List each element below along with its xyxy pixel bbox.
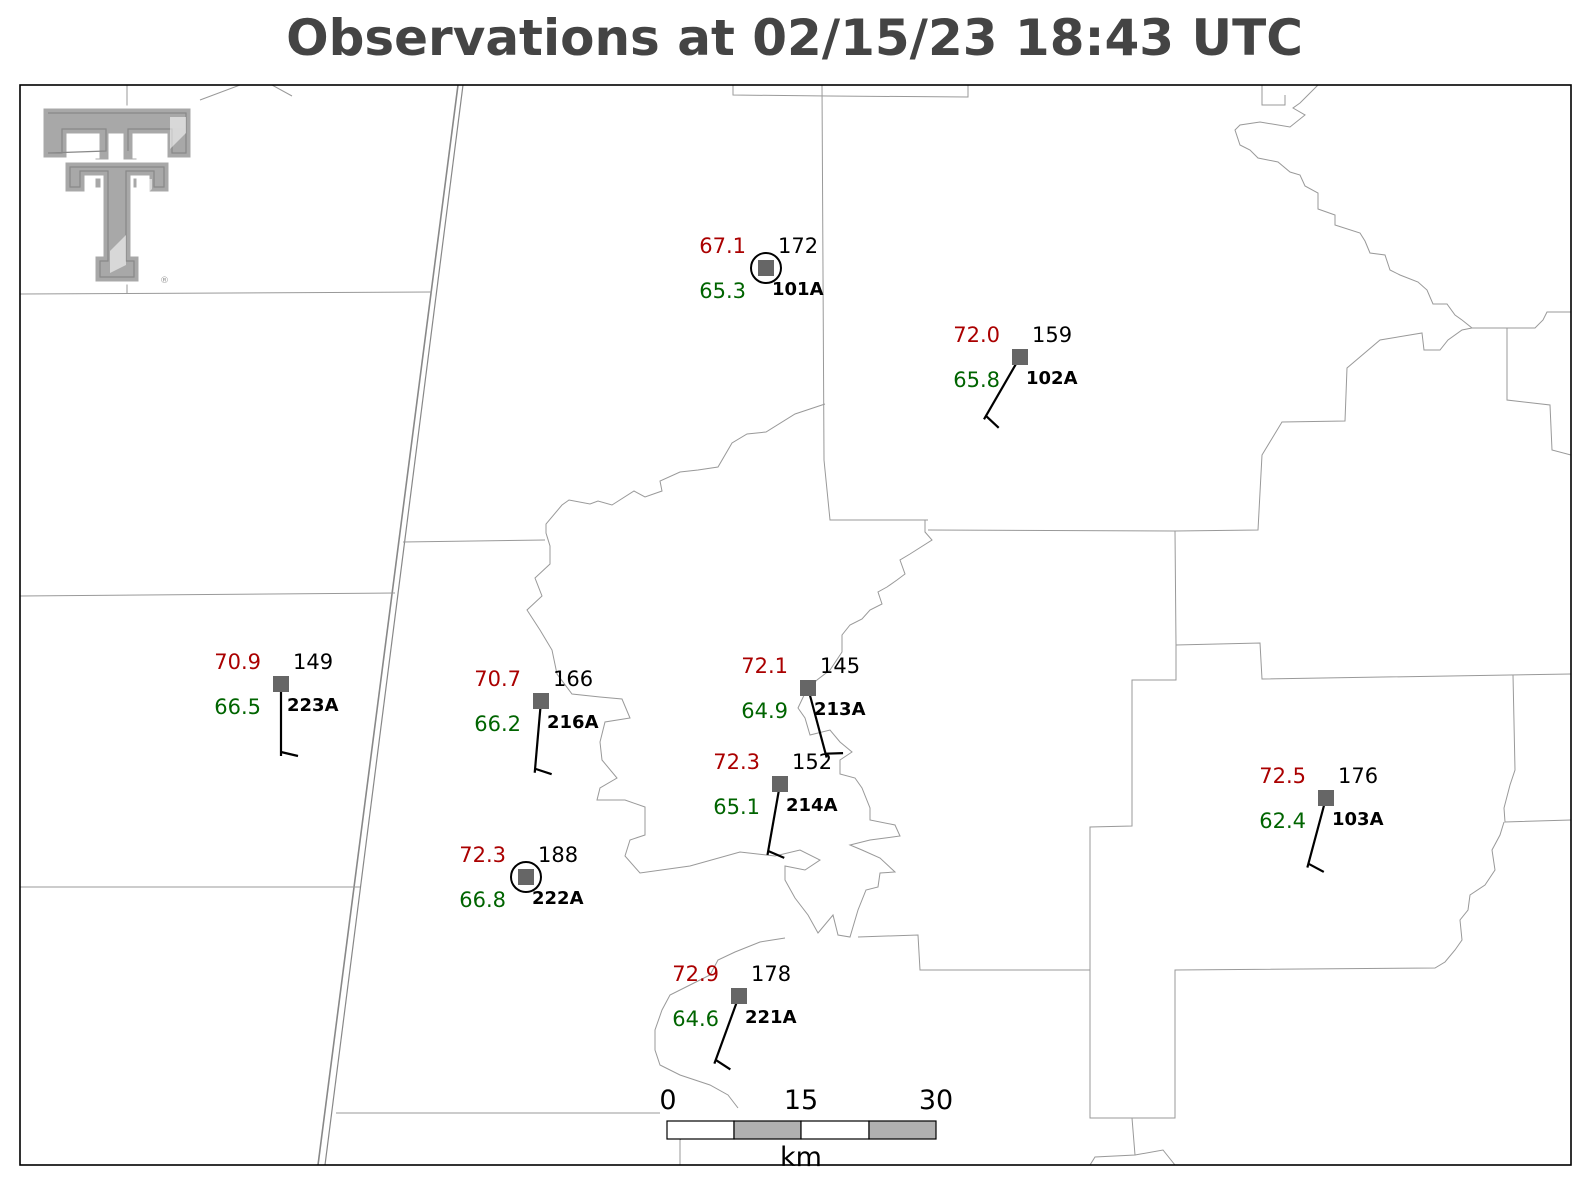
station-id: 101A: [772, 279, 824, 300]
scale-segment: [733, 1120, 802, 1140]
county-boundaries: [20, 85, 1571, 1165]
dewpoint-value: 65.8: [953, 368, 1000, 392]
station-id: 102A: [1026, 368, 1078, 389]
map-frame: [19, 84, 1572, 1166]
wind-barb-flag: [767, 849, 785, 859]
dewpoint-value: 66.2: [474, 712, 521, 736]
station-223A: 70.9 66.5 149 223A: [214, 650, 339, 758]
wind-barb-flag: [715, 1058, 731, 1071]
temperature-value: 72.3: [713, 750, 760, 774]
map-title: Observations at 02/15/23 18:43 UTC: [286, 9, 1303, 67]
dewpoint-value: 64.6: [672, 1007, 719, 1031]
station-marker: [800, 680, 816, 696]
scale-tick-label: 0: [659, 1085, 676, 1116]
scale-unit-label: km: [780, 1142, 822, 1173]
station-marker: [1012, 349, 1028, 365]
scale-tick-label: 30: [919, 1085, 953, 1116]
station-222A: 72.3 66.8 188 222A: [459, 843, 583, 912]
station-marker: [1318, 790, 1334, 806]
station-216A: 70.7 66.2 166 216A: [474, 667, 599, 776]
wind-barb-shaft: [1306, 797, 1328, 868]
scale-segment: [666, 1120, 735, 1140]
station-id: 216A: [547, 712, 599, 733]
wind-barb-shaft: [806, 687, 828, 758]
temperature-value: 72.9: [672, 962, 719, 986]
pressure-value: 178: [751, 962, 791, 986]
station-id: 213A: [814, 699, 866, 720]
wind-barb-flag: [280, 750, 299, 758]
pressure-value: 159: [1032, 323, 1072, 347]
dewpoint-value: 64.9: [741, 699, 788, 723]
pressure-value: 152: [792, 750, 832, 774]
temperature-value: 72.3: [459, 843, 506, 867]
station-102A: 72.0 65.8 159 102A: [953, 323, 1078, 429]
temperature-value: 70.9: [214, 650, 261, 674]
dewpoint-value: 65.3: [699, 279, 746, 303]
texas-tech-double-t-logo: ®: [40, 105, 194, 286]
temperature-value: 72.5: [1259, 764, 1306, 788]
pressure-value: 145: [820, 654, 860, 678]
pressure-value: 188: [538, 843, 578, 867]
temperature-value: 72.1: [741, 654, 788, 678]
station-marker: [731, 988, 747, 1004]
station-id: 223A: [287, 695, 339, 716]
wind-barb-shaft: [766, 783, 782, 856]
temperature-value: 67.1: [699, 234, 746, 258]
station-plots: 67.1 65.3 172 101A 72.0 65.8 159 102A 70.9 66.5 14…: [214, 234, 1384, 1071]
station-marker: [518, 869, 534, 885]
wind-barb-flag: [534, 767, 553, 776]
station-213A: 72.1 64.9 145 213A: [741, 654, 866, 758]
state-boundary: [324, 85, 464, 1165]
calm-wind-circle: [510, 861, 542, 893]
dewpoint-value: 66.8: [459, 888, 506, 912]
wind-barb-flag: [1307, 862, 1325, 873]
wind-barb-shaft: [713, 995, 741, 1065]
state-boundary: [317, 85, 459, 1165]
station-id: 222A: [532, 888, 584, 909]
calm-wind-circle: [750, 252, 782, 284]
wind-barb-shaft: [533, 700, 543, 773]
station-221A: 72.9 64.6 178 221A: [672, 962, 797, 1071]
dewpoint-value: 65.1: [713, 795, 760, 819]
station-marker: [758, 260, 774, 276]
scale-segment: [800, 1120, 870, 1140]
temperature-value: 70.7: [474, 667, 521, 691]
wind-barb-flag: [985, 415, 1000, 429]
wind-barb-flag: [825, 752, 844, 755]
scale-segment: [868, 1120, 937, 1140]
station-id: 221A: [745, 1007, 797, 1028]
pressure-value: 149: [293, 650, 333, 674]
pressure-value: 172: [778, 234, 818, 258]
station-id: 214A: [786, 795, 838, 816]
temperature-value: 72.0: [953, 323, 1000, 347]
scale-tick-label: 15: [784, 1085, 818, 1116]
station-214A: 72.3 65.1 152 214A: [713, 750, 838, 859]
station-103A: 72.5 62.4 176 103A: [1259, 764, 1384, 873]
registered-mark: ®: [160, 276, 169, 286]
wind-barb-shaft: [983, 356, 1021, 420]
dewpoint-value: 62.4: [1259, 809, 1306, 833]
pressure-value: 166: [553, 667, 593, 691]
station-id: 103A: [1332, 809, 1384, 830]
station-marker: [533, 693, 549, 709]
scale-bar: 0 15 30 km: [659, 1085, 953, 1173]
dewpoint-value: 66.5: [214, 695, 261, 719]
station-101A: 67.1 65.3 172 101A: [699, 234, 823, 303]
station-marker: [772, 776, 788, 792]
pressure-value: 176: [1338, 764, 1378, 788]
station-marker: [273, 676, 289, 692]
